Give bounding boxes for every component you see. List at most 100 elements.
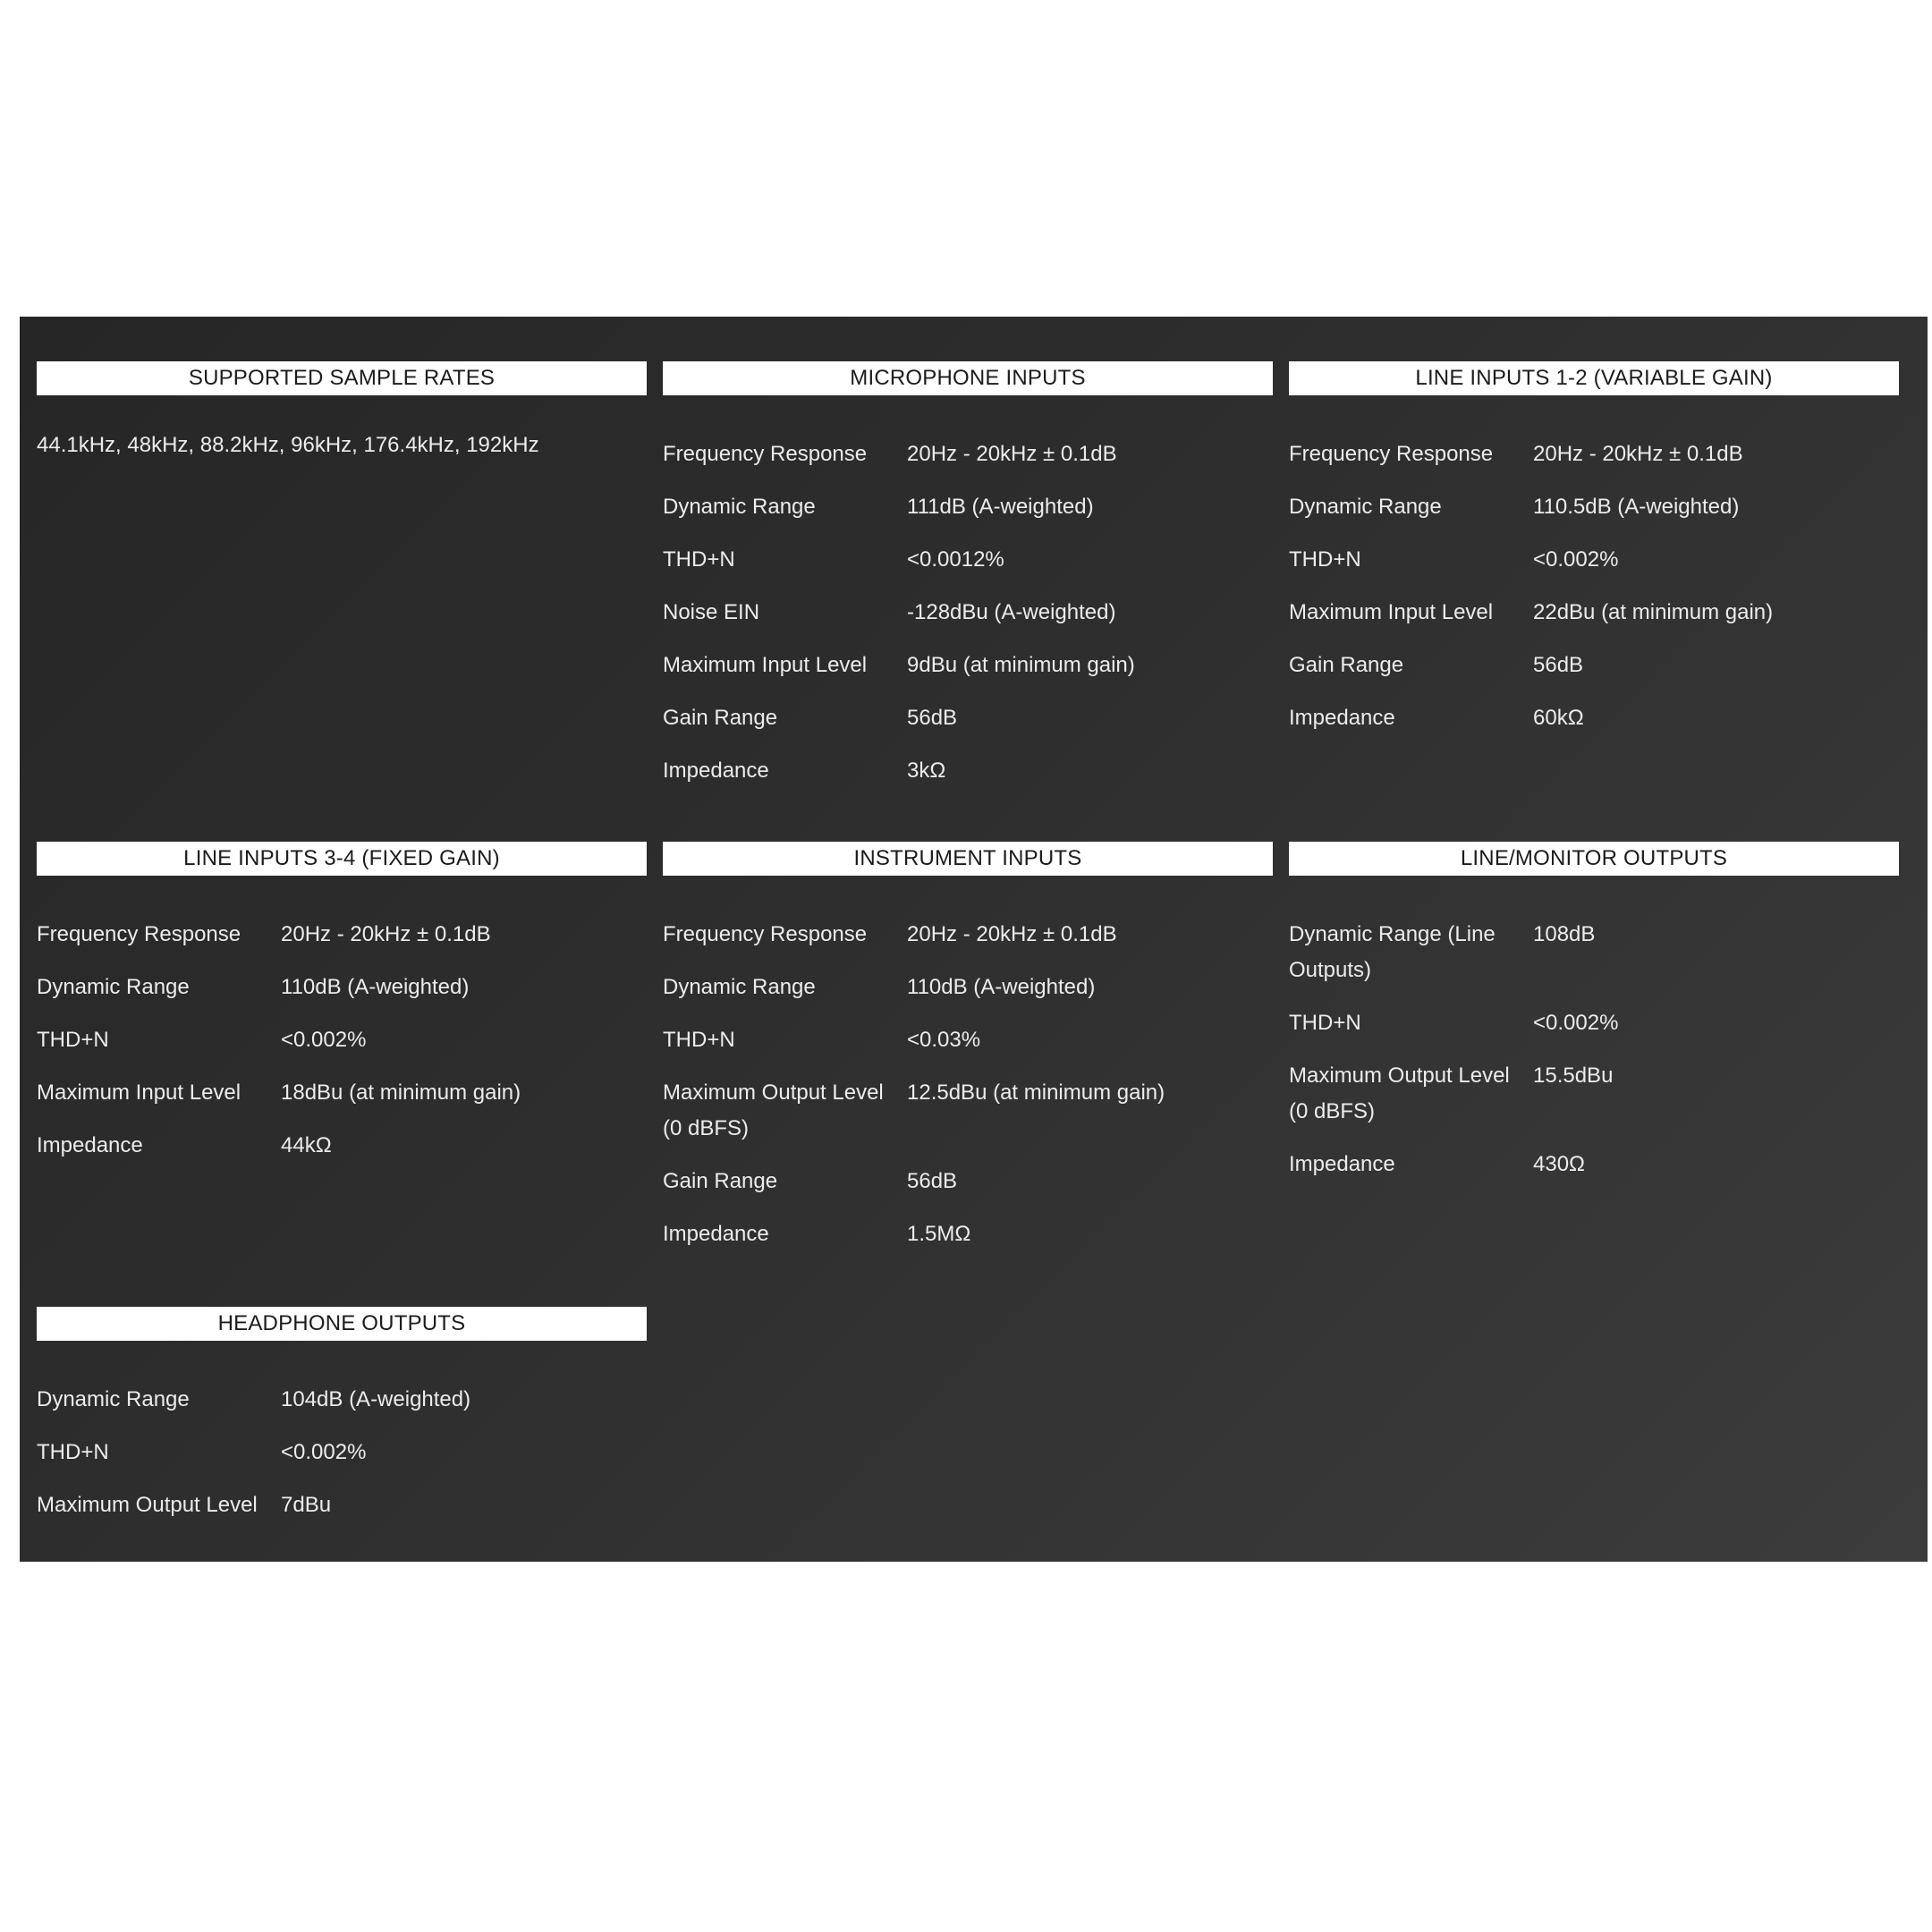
spec-row: Dynamic Range 104dB (A-weighted) — [37, 1382, 647, 1418]
spec-row: Maximum Input Level 22dBu (at minimum gai… — [1289, 595, 1899, 631]
spec-row: Dynamic Range 110dB (A-weighted) — [37, 970, 647, 1005]
spec-row: THD+N <0.002% — [37, 1022, 647, 1058]
spec-section-line-inputs-1-2-variable-gain: LINE INPUTS 1-2 (VARIABLE GAIN) Frequency… — [1289, 361, 1899, 753]
section-title: INSTRUMENT INPUTS — [663, 842, 1273, 876]
spec-label: Dynamic Range — [37, 1387, 190, 1411]
spec-value: 9dBu (at minimum gain) — [907, 653, 1135, 677]
spec-row: Dynamic Range 110.5dB (A-weighted) — [1289, 489, 1899, 525]
spec-value: 3kΩ — [907, 758, 946, 783]
spec-list: Frequency Response 20Hz - 20kHz ± 0.1dB Dy… — [663, 917, 1273, 1252]
section-title: LINE INPUTS 1-2 (VARIABLE GAIN) — [1289, 361, 1899, 395]
spec-value: 56dB — [907, 706, 958, 730]
spec-value: <0.002% — [1533, 547, 1619, 572]
spec-label: Maximum Output Level — [37, 1493, 258, 1517]
spec-label: Impedance — [1289, 706, 1395, 730]
spec-value: -128dBu (A-weighted) — [907, 600, 1116, 624]
spec-row: Noise EIN -128dBu (A-weighted) — [663, 595, 1273, 631]
spec-row: Gain Range 56dB — [663, 1164, 1273, 1199]
spec-value: 430Ω — [1533, 1152, 1585, 1176]
spec-label: Dynamic Range — [1289, 495, 1442, 519]
spec-row: Impedance 44kΩ — [37, 1128, 647, 1164]
spec-row: Maximum Input Level 18dBu (at minimum gai… — [37, 1075, 647, 1111]
spec-label: Gain Range — [1289, 653, 1404, 677]
spec-list: Dynamic Range 104dB (A-weighted) THD+N <0.0… — [37, 1382, 647, 1523]
spec-label: Frequency Response — [37, 922, 242, 946]
spec-row: THD+N <0.002% — [1289, 1005, 1899, 1041]
spec-list: Frequency Response 20Hz - 20kHz ± 0.1dB Dy… — [1289, 436, 1899, 736]
section-title: SUPPORTED SAMPLE RATES — [37, 361, 647, 395]
spec-row: Impedance 1.5MΩ — [663, 1216, 1273, 1252]
section-title: LINE INPUTS 3-4 (FIXED GAIN) — [37, 842, 647, 876]
spec-label: THD+N — [37, 1028, 109, 1052]
spec-value: 56dB — [1533, 653, 1584, 677]
spec-label: Impedance — [1289, 1152, 1395, 1176]
spec-label: THD+N — [663, 1028, 735, 1052]
spec-value: <0.002% — [1533, 1011, 1619, 1035]
spec-value: <0.0012% — [907, 547, 1004, 572]
spec-row: Dynamic Range 110dB (A-weighted) — [663, 970, 1273, 1005]
section-title: LINE/MONITOR OUTPUTS — [1289, 842, 1899, 876]
spec-label: Frequency Response — [663, 922, 868, 946]
spec-value: 20Hz - 20kHz ± 0.1dB — [281, 922, 491, 946]
spec-row: THD+N <0.002% — [37, 1435, 647, 1470]
spec-section-headphone-outputs: HEADPHONE OUTPUTS Dynamic Range 104dB (A-w… — [37, 1307, 647, 1540]
spec-value: 20Hz - 20kHz ± 0.1dB — [907, 442, 1117, 466]
section-title: HEADPHONE OUTPUTS — [37, 1307, 647, 1341]
spec-row: Frequency Response 20Hz - 20kHz ± 0.1dB — [37, 917, 647, 953]
spec-label: Impedance — [37, 1133, 143, 1157]
spec-row: Frequency Response 20Hz - 20kHz ± 0.1dB — [663, 917, 1273, 953]
spec-value: 110dB (A-weighted) — [281, 975, 470, 999]
spec-value: 20Hz - 20kHz ± 0.1dB — [1533, 442, 1743, 466]
spec-label: Gain Range — [663, 1169, 778, 1193]
spec-label: THD+N — [663, 547, 735, 572]
spec-list: Frequency Response 20Hz - 20kHz ± 0.1dB Dy… — [37, 917, 647, 1164]
spec-value: 15.5dBu — [1533, 1063, 1614, 1088]
spec-value: 111dB (A-weighted) — [907, 495, 1094, 519]
spec-label: THD+N — [37, 1440, 109, 1464]
spec-value: 1.5MΩ — [907, 1222, 971, 1246]
spec-section-instrument-inputs: INSTRUMENT INPUTS Frequency Response 20Hz … — [663, 842, 1273, 1269]
spec-label: Gain Range — [663, 706, 778, 730]
spec-label: THD+N — [1289, 547, 1361, 572]
spec-row: Frequency Response 20Hz - 20kHz ± 0.1dB — [663, 436, 1273, 472]
spec-section-line-monitor-outputs: LINE/MONITOR OUTPUTS Dynamic Range (Line … — [1289, 842, 1899, 1199]
spec-label: Frequency Response — [1289, 442, 1494, 466]
spec-label: Dynamic Range — [663, 975, 816, 999]
spec-value: 60kΩ — [1533, 706, 1584, 730]
spec-value: <0.03% — [907, 1028, 981, 1052]
spec-label: Dynamic Range (Line Outputs) — [1289, 922, 1496, 982]
spec-row: Maximum Input Level 9dBu (at minimum gain… — [663, 648, 1273, 683]
spec-label: Impedance — [663, 1222, 769, 1246]
spec-row: Gain Range 56dB — [1289, 648, 1899, 683]
spec-value: 7dBu — [281, 1493, 332, 1517]
spec-row: Frequency Response 20Hz - 20kHz ± 0.1dB — [1289, 436, 1899, 472]
spec-label: THD+N — [1289, 1011, 1361, 1035]
section-text: 44.1kHz, 48kHz, 88.2kHz, 96kHz, 176.4kHz… — [37, 433, 539, 457]
spec-row: Impedance 430Ω — [1289, 1147, 1899, 1182]
spec-row: Maximum Output Level (0 dBFS) 15.5dBu — [1289, 1058, 1899, 1130]
spec-label: Dynamic Range — [37, 975, 190, 999]
spec-label: Maximum Input Level — [1289, 600, 1494, 624]
spec-section-microphone-inputs: MICROPHONE INPUTS Frequency Response 20Hz … — [663, 361, 1273, 806]
spec-row: Gain Range 56dB — [663, 700, 1273, 736]
spec-value: 18dBu (at minimum gain) — [281, 1080, 521, 1105]
spec-value: 110dB (A-weighted) — [907, 975, 1096, 999]
spec-section-line-inputs-3-4-fixed-gain: LINE INPUTS 3-4 (FIXED GAIN) Frequency Re… — [37, 842, 647, 1181]
spec-label: Noise EIN — [663, 600, 760, 624]
spec-section-supported-sample-rates: SUPPORTED SAMPLE RATES 44.1kHz, 48kHz, 88… — [37, 361, 647, 463]
spec-value: 20Hz - 20kHz ± 0.1dB — [907, 922, 1117, 946]
spec-row: Maximum Output Level (0 dBFS) 12.5dBu (at… — [663, 1075, 1273, 1147]
specifications-panel — [20, 317, 1928, 1562]
spec-row: Maximum Output Level 7dBu — [37, 1487, 647, 1523]
spec-value: 44kΩ — [281, 1133, 332, 1157]
spec-row: Dynamic Range 111dB (A-weighted) — [663, 489, 1273, 525]
spec-row: Impedance 3kΩ — [663, 753, 1273, 789]
spec-list: Frequency Response 20Hz - 20kHz ± 0.1dB Dy… — [663, 436, 1273, 789]
section-title: MICROPHONE INPUTS — [663, 361, 1273, 395]
spec-row: THD+N <0.0012% — [663, 542, 1273, 578]
spec-label: Maximum Output Level (0 dBFS) — [663, 1080, 884, 1140]
spec-value: 104dB (A-weighted) — [281, 1387, 471, 1411]
spec-value: <0.002% — [281, 1028, 367, 1052]
spec-list: Dynamic Range (Line Outputs) 108dB THD+N <0… — [1289, 917, 1899, 1182]
spec-label: Dynamic Range — [663, 495, 816, 519]
